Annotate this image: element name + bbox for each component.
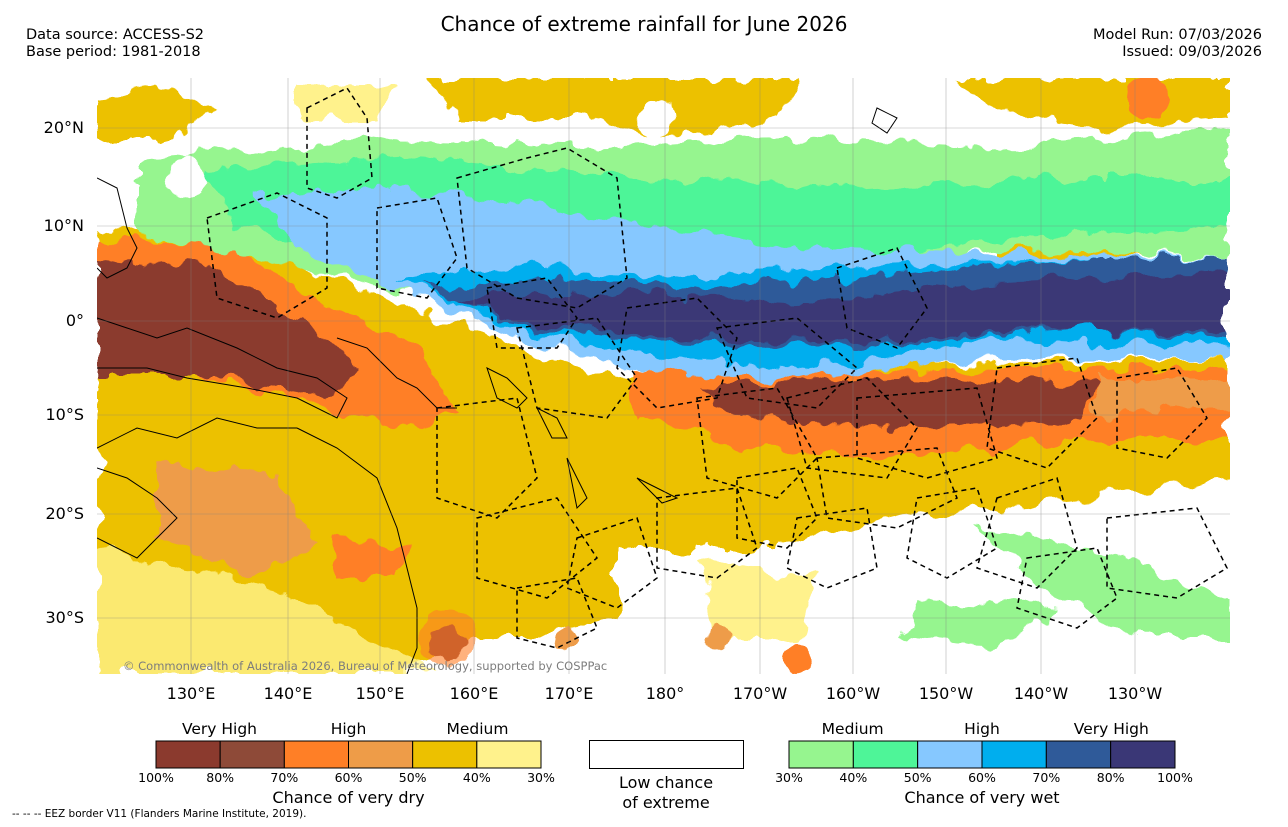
latitude-label: 10°S [45,405,84,424]
model-run-label: Model Run: 07/03/2026 [1092,27,1262,43]
legend-tick-label: 50% [398,770,427,785]
latitude-label: 0° [65,311,84,330]
legend-tick-label: 40% [839,770,868,785]
map-title: Chance of extreme rainfall for June 2026 [440,12,848,36]
longitude-label: 180° [645,684,685,703]
legend-swatch [283,740,349,769]
legend-swatch [981,740,1047,769]
legend-category-label: High [964,720,1000,738]
legend-tick-label: 100% [1157,770,1193,785]
longitude-label: 160°W [825,684,881,703]
legend-category-label: Very High [181,720,258,738]
base-period-label: Base period: 1981-2018 [26,44,201,60]
legend-category-label: Very High [1073,720,1149,738]
longitude-label: 160°E [449,684,499,703]
longitude-label: 130°E [166,684,216,703]
legend-swatch [219,740,285,769]
legend-tick-label: 80% [206,770,235,785]
legend-swatch [1045,740,1112,769]
longitude-label: 140°E [263,684,313,703]
latitude-label: 20°N [43,118,84,137]
latitude-label: 20°S [45,504,84,523]
legend-swatch [476,740,542,769]
longitude-label: 150°E [355,684,405,703]
legend-tick-label: 70% [1032,770,1061,785]
longitude-label: 150°W [918,684,974,703]
dry-legend-title: Chance of very dry [272,788,425,807]
scattered-patches [167,78,1169,672]
legend-tick-label: 80% [1096,770,1125,785]
longitude-label: 130°W [1107,684,1163,703]
legend-category-label: Medium [446,720,509,738]
legend-category-label: High [330,720,367,738]
copyright-text: © Commonwealth of Australia 2026, Bureau… [123,659,607,673]
legend-tick-label: 60% [968,770,996,785]
wet-anomaly-field [137,128,1230,378]
legend-tick-label: 30% [775,770,803,785]
west-pacific-dry [97,238,1230,578]
data-source-info: Data source: ACCESS-S2 Base period: 1981… [26,27,204,61]
eez-footnote: -- -- -- EEZ border V11 (Flanders Marine… [12,808,307,820]
low-chance-line2: of extreme [622,793,710,812]
longitude-label: 140°W [1013,684,1069,703]
longitude-label: 170°W [732,684,788,703]
legend-tick-label: 40% [462,770,491,785]
map-graticule [97,78,1230,674]
dry-legend-bar [155,740,542,769]
legend-tick-label: 50% [903,770,932,785]
legend-tick-label: 100% [138,770,174,785]
rainfall-map: © Commonwealth of Australia 2026, Bureau… [97,78,1230,674]
legend-swatch [917,740,983,769]
issued-label: Issued: 09/03/2026 [1122,44,1262,60]
longitude-label: 170°E [544,684,594,703]
legend-swatch [852,740,919,769]
eez-borders [206,87,1228,649]
legend-swatch [155,740,221,769]
legend-swatch [1110,740,1176,769]
low-chance-line1: Low chance [618,773,714,792]
legend-tick-label: 30% [527,770,555,785]
legend-tick-label: 60% [334,770,363,785]
model-run-info: Model Run: 07/03/2026 Issued: 09/03/2026 [1093,27,1262,61]
legend-swatch [348,740,414,769]
coastlines [97,107,898,674]
low-chance-swatch [589,740,744,769]
wet-legend-title: Chance of very wet [904,788,1060,807]
wet-legend-bar [788,740,1176,769]
legend-tick-label: 70% [270,770,299,785]
legend-swatch [412,740,478,769]
legend-swatch [788,740,854,769]
legend-category-label: Medium [821,720,884,738]
data-source-label: Data source: ACCESS-S2 [26,27,205,43]
latitude-label: 10°N [43,216,84,235]
low-chance-label: Low chance of extreme [560,773,772,813]
latitude-label: 30°S [45,608,84,627]
